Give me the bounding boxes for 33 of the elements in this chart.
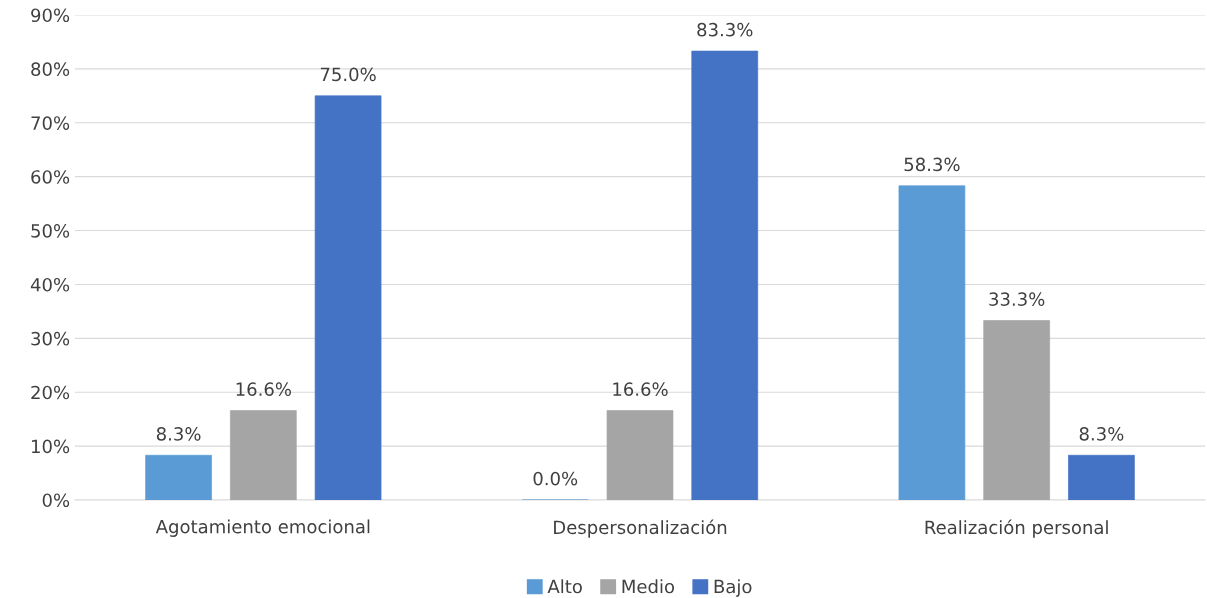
y-tick-label: 40% xyxy=(30,277,70,292)
data-label: 0.0% xyxy=(533,471,578,486)
x-tick-label: Despersonalización xyxy=(554,519,727,538)
data-label: 8.3% xyxy=(1079,427,1124,441)
bar xyxy=(691,50,759,500)
data-label: 8.3% xyxy=(156,427,201,441)
bar xyxy=(983,320,1050,500)
bar xyxy=(606,410,674,500)
data-label: 75.0% xyxy=(320,67,376,82)
bar xyxy=(145,454,212,500)
bar xyxy=(230,410,297,500)
y-tick-label: 80% xyxy=(31,62,70,77)
data-label: 58.3% xyxy=(904,157,960,172)
y-tick-label: 70% xyxy=(31,116,70,130)
bar xyxy=(1068,454,1135,500)
bar xyxy=(898,185,966,500)
x-tick-label: Realización personal xyxy=(925,519,1108,538)
legend-label: Alto xyxy=(547,579,582,594)
x-tick-label: Agotamiento emocional xyxy=(155,519,370,537)
y-tick-label: 90% xyxy=(31,8,70,23)
y-tick-label: 30% xyxy=(31,331,70,346)
data-label: 83.3% xyxy=(697,22,753,37)
legend-label: Bajo xyxy=(714,579,752,597)
data-label: 33.3% xyxy=(989,292,1045,306)
y-tick-label: 20% xyxy=(31,385,70,400)
bar xyxy=(314,95,382,500)
data-label: 16.6% xyxy=(613,382,668,396)
y-tick-label: 60% xyxy=(31,170,70,184)
data-label: 16.6% xyxy=(236,382,292,396)
y-tick-label: 10% xyxy=(31,439,70,454)
y-tick-label: 50% xyxy=(31,224,70,238)
y-tick-label: 0% xyxy=(42,493,70,508)
legend-label: Medio xyxy=(622,579,675,594)
